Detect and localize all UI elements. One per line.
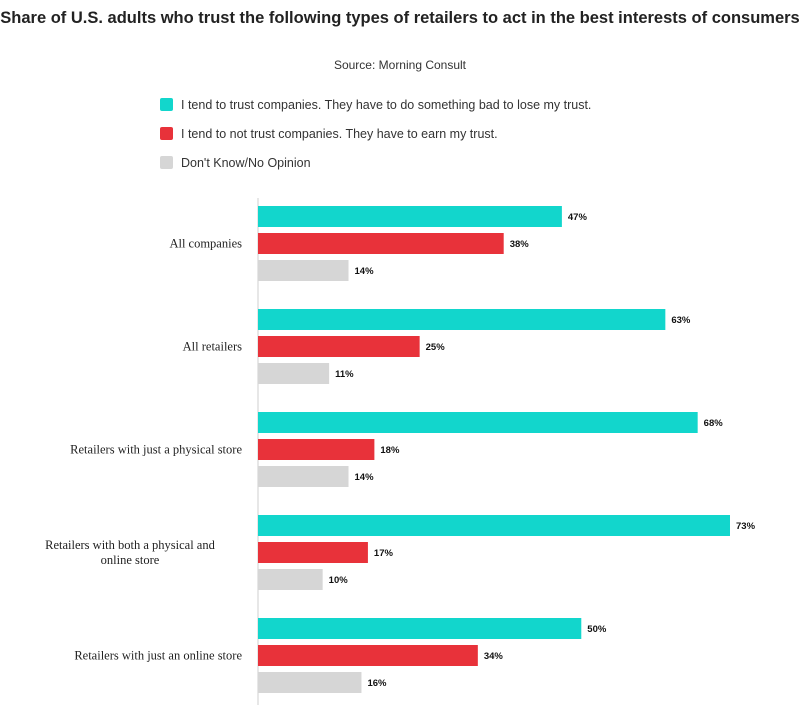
legend-swatch-not-trust <box>160 127 173 140</box>
data-label-dont-know: 10% <box>329 575 349 586</box>
legend-item-dont-know: Don't Know/No Opinion <box>160 148 591 177</box>
category-label: Retailers with just an online store <box>74 649 242 663</box>
chart-title: Share of U.S. adults who trust the follo… <box>0 9 800 27</box>
legend-item-not-trust: I tend to not trust companies. They have… <box>160 119 591 148</box>
bar-trust <box>258 618 582 639</box>
legend-label-not-trust: I tend to not trust companies. They have… <box>181 126 498 141</box>
data-label-trust: 73% <box>736 521 756 532</box>
category-label: All retailers <box>183 340 242 354</box>
data-label-trust: 68% <box>704 418 724 429</box>
bar-trust <box>258 515 730 536</box>
bar-dont-know <box>258 363 330 384</box>
category-label: All companies <box>169 237 242 251</box>
legend-label-trust: I tend to trust companies. They have to … <box>181 97 592 112</box>
category-label: Retailers with both a physical and online… <box>45 538 216 567</box>
bar-trust <box>258 309 666 330</box>
data-label-trust: 50% <box>587 624 607 635</box>
bar-not-trust <box>258 645 478 666</box>
bar-trust <box>258 412 698 433</box>
legend-label-dont-know: Don't Know/No Opinion <box>181 155 311 170</box>
chart-subtitle: Source: Morning Consult <box>333 58 467 72</box>
data-label-dont-know: 16% <box>367 678 387 689</box>
bar-dont-know <box>258 672 362 693</box>
data-label-dont-know: 11% <box>335 369 354 380</box>
data-label-not-trust: 34% <box>484 651 504 662</box>
data-label-not-trust: 18% <box>380 445 400 456</box>
data-label-dont-know: 14% <box>355 266 375 277</box>
data-label-dont-know: 14% <box>355 472 375 483</box>
data-label-not-trust: 25% <box>426 342 446 353</box>
legend-swatch-dont-know <box>160 156 173 169</box>
bar-not-trust <box>258 233 504 254</box>
legend-swatch-trust <box>160 98 173 111</box>
data-label-not-trust: 38% <box>510 239 530 250</box>
bar-not-trust <box>258 542 368 563</box>
bar-dont-know <box>258 569 323 590</box>
bar-dont-know <box>258 260 349 281</box>
bar-trust <box>258 206 562 227</box>
legend: I tend to trust companies. They have to … <box>160 90 591 177</box>
bar-dont-know <box>258 466 349 487</box>
category-label: Retailers with just a physical store <box>70 443 242 457</box>
bar-not-trust <box>258 439 375 460</box>
legend-item-trust: I tend to trust companies. They have to … <box>160 90 591 119</box>
data-label-trust: 63% <box>671 315 691 326</box>
data-label-not-trust: 17% <box>374 548 394 559</box>
bar-not-trust <box>258 336 420 357</box>
data-label-trust: 47% <box>568 212 588 223</box>
